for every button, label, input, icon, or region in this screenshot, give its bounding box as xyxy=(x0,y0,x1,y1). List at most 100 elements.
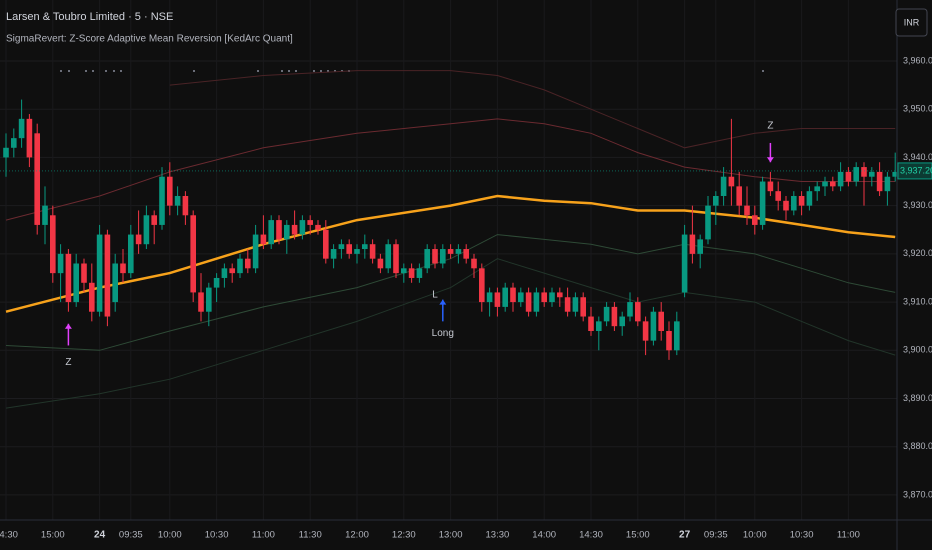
x-tick-label: 10:30 xyxy=(790,530,814,541)
candle-body xyxy=(736,186,742,206)
candle-body xyxy=(34,133,40,225)
band-line xyxy=(5,258,896,409)
candle-body xyxy=(245,258,251,269)
candle-body xyxy=(869,171,875,177)
candle-body xyxy=(564,297,571,312)
signal-dot xyxy=(120,70,122,72)
candle-body xyxy=(408,268,415,278)
currency-label[interactable]: INR xyxy=(904,17,920,27)
y-tick-label: 3,920.00 xyxy=(903,248,932,258)
candle-body xyxy=(260,234,267,245)
candle-body xyxy=(416,268,423,278)
candle-body xyxy=(135,234,142,245)
candle-body xyxy=(276,220,282,240)
candle-body xyxy=(861,167,867,177)
y-tick-label: 3,930.00 xyxy=(903,200,932,210)
candle-body xyxy=(798,195,805,206)
candle-body xyxy=(307,220,313,225)
candle-body xyxy=(783,200,789,211)
x-tick-label: 12:30 xyxy=(392,530,416,541)
x-tick-label: 11:30 xyxy=(299,530,322,541)
band-line xyxy=(169,70,896,149)
candle-body xyxy=(572,297,579,312)
candle-body xyxy=(666,330,672,351)
x-tick-label: 15:00 xyxy=(41,530,65,541)
candle-body xyxy=(190,215,196,293)
x-tick-label: 09:35 xyxy=(119,530,143,541)
candle-body xyxy=(806,191,813,206)
x-tick-label: 14:30 xyxy=(579,530,603,541)
candle-body xyxy=(884,176,891,192)
x-tick-label: 13:30 xyxy=(486,530,510,541)
candle-body xyxy=(447,249,454,254)
candle-body xyxy=(159,176,165,225)
candle-body xyxy=(557,292,563,298)
candle-body xyxy=(377,258,384,269)
candle-body xyxy=(50,215,56,274)
signal-dot xyxy=(85,70,87,72)
annotation-label: Long xyxy=(432,328,454,339)
candle-body xyxy=(128,234,134,274)
y-tick-label: 3,910.00 xyxy=(903,296,932,306)
candle-body xyxy=(455,249,462,254)
candle-body xyxy=(728,176,735,187)
candle-body xyxy=(845,171,852,182)
y-tick-label: 3,950.00 xyxy=(903,104,932,114)
candle-body xyxy=(73,263,79,303)
candle-body xyxy=(479,268,485,303)
x-tick-label: 15:00 xyxy=(626,530,650,541)
candle-body xyxy=(104,234,111,317)
candle-body xyxy=(650,311,657,341)
candle-body xyxy=(767,181,774,192)
candle-body xyxy=(486,292,493,303)
candle-body xyxy=(57,253,64,274)
candle-body xyxy=(853,167,859,182)
signal-dot xyxy=(288,70,290,72)
candle-body xyxy=(822,181,828,187)
candle-body xyxy=(221,268,228,278)
last-price-tag xyxy=(897,162,932,180)
candle-body xyxy=(330,249,337,259)
candle-body xyxy=(705,205,711,240)
x-tick-label: 10:00 xyxy=(158,530,182,541)
signal-dot xyxy=(295,70,297,72)
candle-body xyxy=(720,176,727,196)
x-tick-label: 27 xyxy=(679,530,691,541)
candle-body xyxy=(323,229,329,259)
currency-button[interactable] xyxy=(895,8,928,37)
candle-body xyxy=(96,234,103,312)
candle-body xyxy=(338,244,345,250)
annotation-label: Z xyxy=(767,121,773,132)
x-tick-label: 11:00 xyxy=(252,530,275,541)
candle-body xyxy=(588,316,594,331)
candle-body xyxy=(681,234,688,293)
signal-dot xyxy=(762,70,764,72)
candle-body xyxy=(814,186,820,192)
signal-dot xyxy=(257,70,259,72)
x-tick-label: 09:35 xyxy=(704,530,728,541)
candle-body xyxy=(580,297,586,317)
candle-body xyxy=(393,244,399,274)
candle-body xyxy=(463,249,469,259)
signal-arrowhead xyxy=(766,157,774,163)
annotation-label: L xyxy=(432,289,438,300)
candle-body xyxy=(759,181,766,225)
x-tick-label: 14:00 xyxy=(532,530,556,541)
candle-body xyxy=(65,253,72,303)
signal-dot xyxy=(68,70,70,72)
candle-body xyxy=(401,268,407,274)
candle-body xyxy=(549,292,555,303)
candle-body xyxy=(120,263,126,274)
candle-body xyxy=(744,205,750,216)
y-tick-label: 3,900.00 xyxy=(903,345,932,355)
candle-body xyxy=(112,263,118,303)
candle-body xyxy=(642,321,649,341)
x-tick-label: 14:30 xyxy=(0,530,18,541)
x-tick-label: 10:30 xyxy=(205,530,229,541)
x-tick-label: 24 xyxy=(94,530,106,541)
candle-body xyxy=(291,224,298,235)
candle-body xyxy=(596,321,602,331)
x-tick-label: 10:00 xyxy=(743,530,767,541)
candle-body xyxy=(26,118,33,158)
